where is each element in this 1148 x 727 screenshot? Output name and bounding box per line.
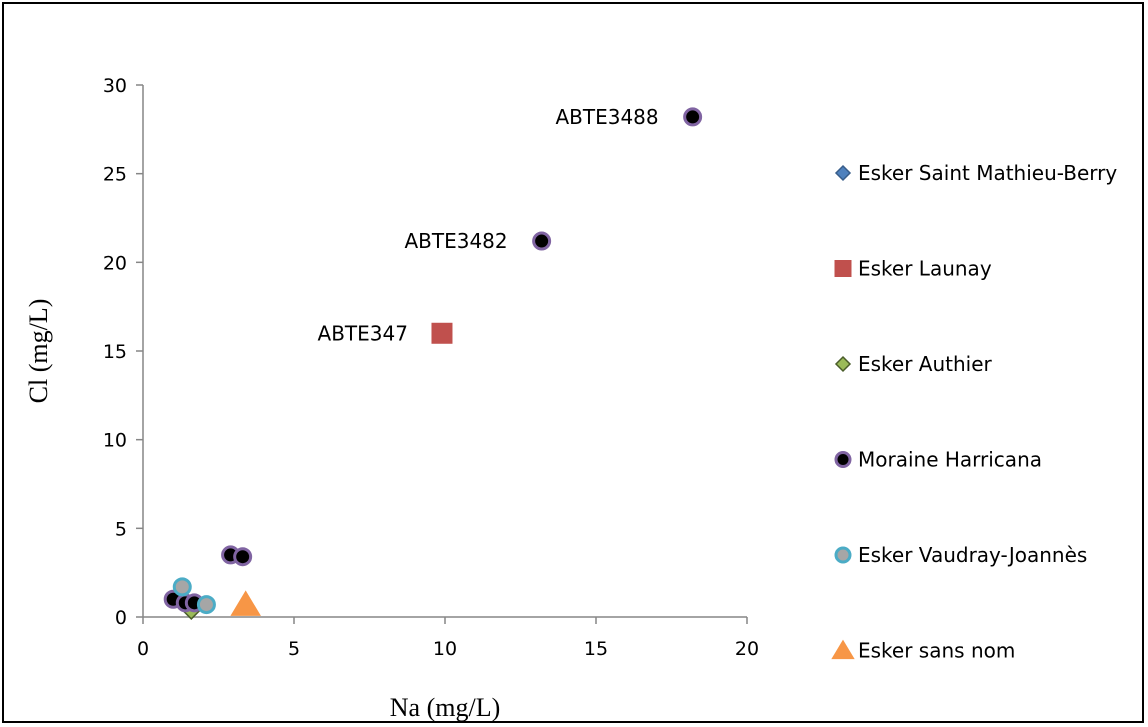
- x-tick-label: 10: [433, 638, 457, 660]
- legend-label: Moraine Harricana: [858, 448, 1042, 472]
- y-tick-label: 5: [115, 518, 127, 540]
- y-tick-label: 15: [103, 341, 127, 363]
- x-ticks: 0 5 10 15 20: [137, 617, 759, 660]
- x-tick-label: 0: [137, 638, 149, 660]
- data-point: [532, 231, 552, 251]
- point-annotation: ABTE3488: [555, 105, 658, 129]
- x-tick-label: 20: [735, 638, 759, 660]
- y-tick-label: 10: [103, 430, 127, 452]
- y-axis-title: Cl (mg/L): [24, 299, 53, 404]
- legend-marker: [831, 639, 855, 660]
- legend-marker: [834, 355, 852, 373]
- data-point: [683, 107, 703, 127]
- legend-label: Esker sans nom: [858, 639, 1015, 663]
- data-point: [196, 595, 216, 615]
- y-tick-label: 0: [115, 607, 127, 629]
- x-axis-title: Na (mg/L): [390, 693, 500, 722]
- axes: [142, 85, 747, 618]
- legend-marker: [834, 260, 852, 277]
- legend-marker: [834, 451, 852, 468]
- y-tick-label: 30: [103, 75, 127, 97]
- legend-marker: [834, 546, 852, 564]
- legend-marker: [834, 164, 852, 182]
- point-annotation: ABTE3482: [404, 229, 507, 253]
- y-tick-label: 25: [103, 164, 127, 186]
- annotations: ABTE3488 ABTE3482 ABTE347: [318, 105, 659, 345]
- data-point: [230, 590, 261, 616]
- data-point: [233, 547, 253, 567]
- data-points: [163, 107, 703, 620]
- data-point: [172, 577, 192, 597]
- x-tick-label: 5: [288, 638, 300, 660]
- legend-label: Esker Saint Mathieu-Berry: [858, 161, 1117, 185]
- legend-label: Esker Vaudray-Joannès: [858, 543, 1087, 567]
- data-point: [431, 322, 453, 344]
- point-annotation: ABTE347: [318, 321, 408, 345]
- x-tick-label: 15: [584, 638, 608, 660]
- y-ticks: 0 5 10 15 20 25 30: [103, 75, 143, 629]
- y-tick-label: 20: [103, 252, 127, 274]
- legend-label: Esker Authier: [858, 352, 993, 376]
- legend-label: Esker Launay: [858, 257, 992, 281]
- legend: Esker Saint Mathieu-Berry Esker Launay Esk…: [831, 161, 1117, 663]
